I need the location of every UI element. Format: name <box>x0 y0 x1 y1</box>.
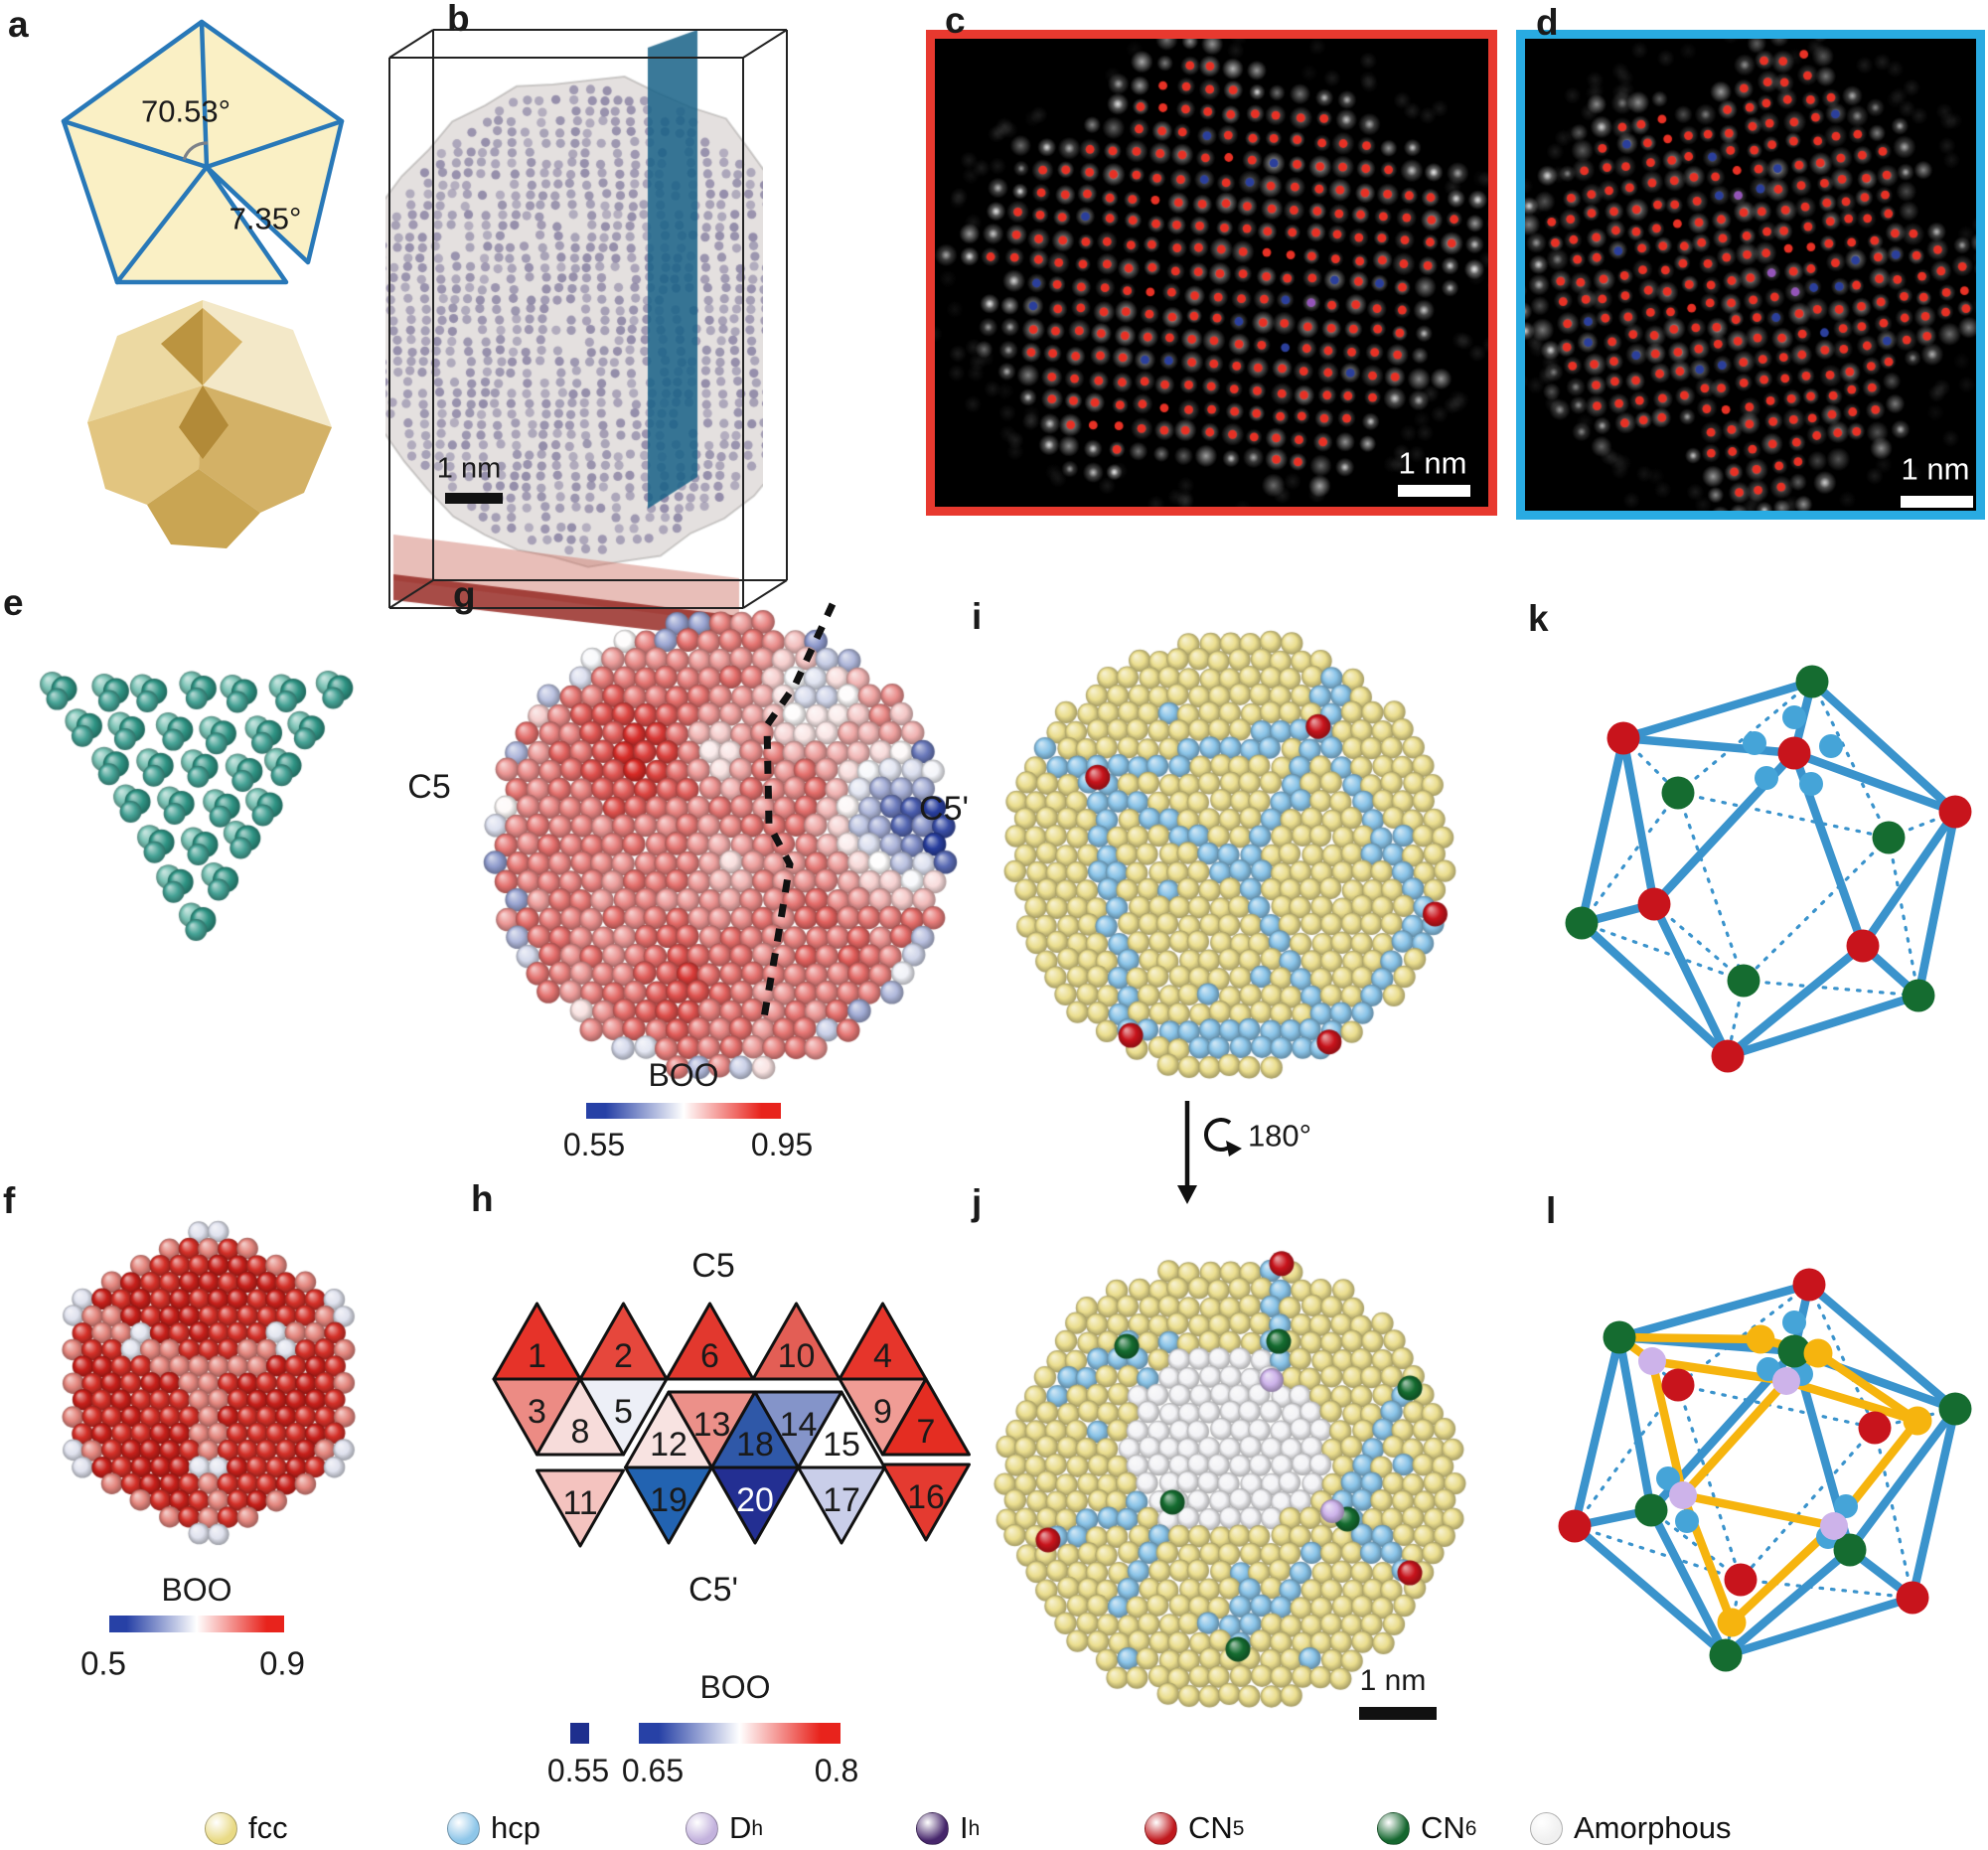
svg-text:6: 6 <box>700 1337 719 1375</box>
svg-text:4: 4 <box>873 1337 892 1375</box>
panel-k-wireframe <box>1565 665 1972 1073</box>
panel-c-scale-text: 1 nm <box>1398 445 1467 481</box>
cn5-swatch-icon <box>1145 1811 1177 1845</box>
hcp-swatch-icon <box>447 1811 480 1845</box>
panel-c-stem-image <box>935 39 1488 507</box>
svg-text:12: 12 <box>650 1426 688 1464</box>
svg-text:11: 11 <box>562 1484 597 1522</box>
panel-label-j: j <box>972 1182 983 1223</box>
svg-text:2: 2 <box>614 1337 633 1375</box>
panel-l-wireframe <box>1558 1268 1972 1672</box>
dh-label: D <box>729 1810 752 1845</box>
cn6-swatch-icon <box>1377 1811 1410 1845</box>
panel-j-scale-text: 1 nm <box>1359 1664 1427 1697</box>
panel-h-colorbar-max: 0.8 <box>814 1753 859 1788</box>
angle-70-label: 70.53° <box>141 93 230 129</box>
panel-f-colorbar <box>109 1616 284 1632</box>
svg-text:9: 9 <box>873 1393 892 1431</box>
panel-label-l: l <box>1546 1190 1557 1231</box>
panel-label-e: e <box>3 582 24 623</box>
hcp-label: hcp <box>491 1810 540 1845</box>
panel-e-isosurfaces <box>15 636 382 964</box>
svg-text:8: 8 <box>571 1413 590 1451</box>
legend-item-fcc: fcc <box>205 1810 288 1846</box>
svg-text:5: 5 <box>614 1393 633 1431</box>
panel-f-icosahedron <box>20 1202 397 1580</box>
svg-text:3: 3 <box>528 1393 546 1431</box>
panel-i-phase-sphere <box>989 611 1485 1098</box>
dh-swatch-icon <box>686 1811 718 1845</box>
svg-text:19: 19 <box>650 1481 688 1519</box>
legend-item-hcp: hcp <box>447 1810 540 1846</box>
panel-h-outlier-label: 0.55 <box>546 1753 610 1788</box>
legend-item-amorphous: Amorphous <box>1530 1810 1732 1846</box>
panel-c-scalebar <box>1398 485 1470 497</box>
panel-label-k: k <box>1528 598 1549 639</box>
panel-f-colorbar-min: 0.5 <box>80 1644 126 1682</box>
panel-label-h: h <box>471 1178 494 1219</box>
svg-text:20: 20 <box>736 1481 774 1519</box>
panel-h-outlier-swatch <box>570 1723 589 1744</box>
panel-label-b: b <box>447 0 470 39</box>
panel-label-c: c <box>945 0 966 41</box>
svg-text:17: 17 <box>823 1481 860 1519</box>
panel-label-a: a <box>8 4 29 45</box>
legend-item-cn6: CN 6 <box>1377 1810 1476 1846</box>
svg-text:1: 1 <box>528 1337 546 1375</box>
amorphous-label: Amorphous <box>1574 1810 1732 1845</box>
panel-g-boo-sphere <box>467 596 984 1093</box>
panel-h-colorbar <box>639 1723 841 1744</box>
angle-7-label: 7.35° <box>229 201 302 236</box>
cn5-label: CN <box>1188 1810 1233 1845</box>
panel-d-scale-text: 1 nm <box>1901 451 1970 487</box>
panel-b-scale-text: 1 nm <box>436 452 502 485</box>
panel-h-colorbar-min: 0.65 <box>621 1753 685 1788</box>
svg-text:18: 18 <box>736 1426 774 1464</box>
panel-label-d: d <box>1536 2 1559 43</box>
panel-b-tomogram <box>385 22 763 633</box>
svg-text:16: 16 <box>907 1478 945 1516</box>
rotation-angle-text: 180° <box>1247 1118 1312 1154</box>
svg-text:14: 14 <box>780 1406 818 1444</box>
svg-text:7: 7 <box>917 1413 936 1451</box>
panel-c-stem-frame <box>926 30 1497 516</box>
panel-j-phase-sphere <box>989 1237 1485 1724</box>
cn6-label: CN <box>1421 1810 1465 1845</box>
panel-g-colorbar-max: 0.95 <box>750 1127 814 1162</box>
panel-g-c5p-label: C5' <box>919 790 969 828</box>
svg-text:15: 15 <box>823 1426 860 1464</box>
panel-h-colorbar-title: BOO <box>699 1669 771 1705</box>
panel-label-f: f <box>3 1180 16 1221</box>
legend-item-cn5: CN 5 <box>1145 1810 1244 1846</box>
ih-label: I <box>960 1810 969 1845</box>
ih-swatch-icon <box>916 1811 949 1845</box>
svg-text:10: 10 <box>778 1337 816 1375</box>
panel-h-c5p-label: C5' <box>688 1571 738 1609</box>
panel-label-g: g <box>453 574 476 615</box>
panel-label-i: i <box>972 596 983 637</box>
amorphous-swatch-icon <box>1530 1811 1563 1845</box>
panel-d-stem-image <box>1525 39 1976 511</box>
fcc-label: fcc <box>248 1810 288 1845</box>
svg-text:13: 13 <box>693 1406 731 1444</box>
rotation-arrow <box>1177 1101 1242 1204</box>
panel-d-scalebar <box>1901 496 1973 508</box>
fcc-swatch-icon <box>205 1811 237 1845</box>
panel-d-stem-frame <box>1516 30 1985 520</box>
panel-g-colorbar-min: 0.55 <box>562 1127 626 1162</box>
panel-h-c5-label: C5 <box>691 1247 735 1285</box>
panel-g-colorbar <box>586 1103 781 1119</box>
panel-g-c5-label: C5 <box>407 768 451 806</box>
panel-g-colorbar-title: BOO <box>648 1057 719 1093</box>
panel-f-colorbar-title: BOO <box>161 1572 232 1608</box>
panel-f-colorbar-max: 0.9 <box>259 1644 305 1682</box>
